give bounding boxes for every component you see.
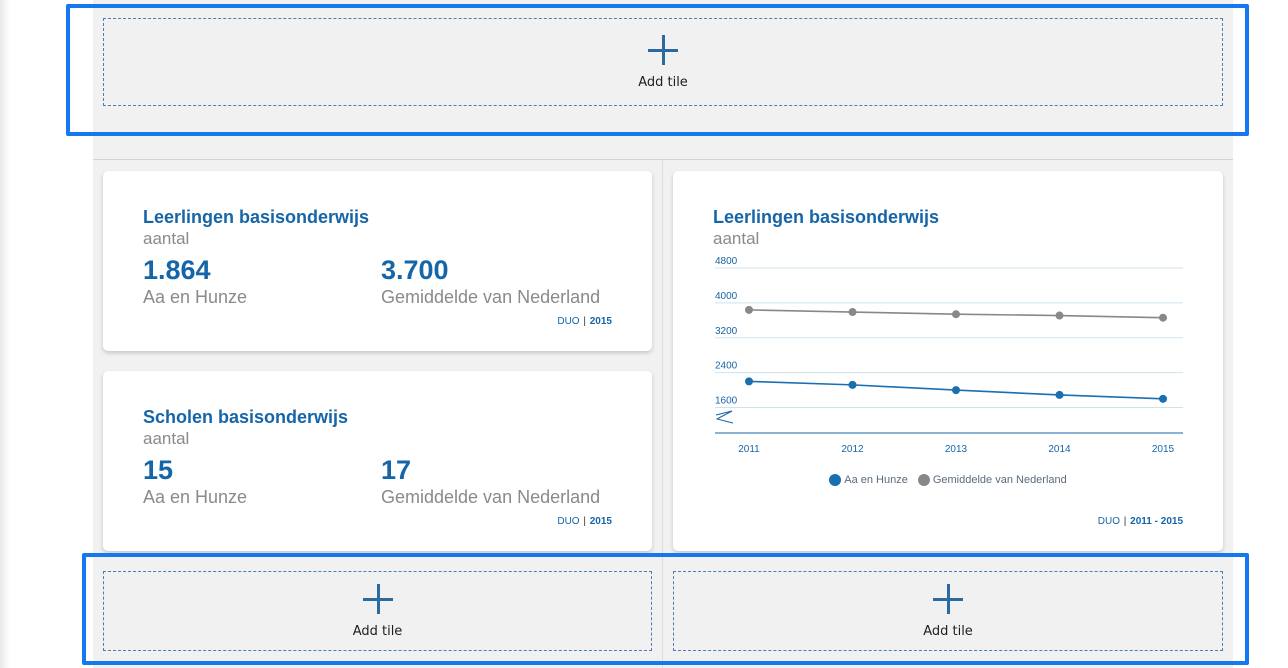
- data-point[interactable]: [1159, 313, 1167, 322]
- tile-chart[interactable]: Leerlingen basisonderwijs aantal 1600 240…: [673, 171, 1223, 551]
- data-point[interactable]: [745, 377, 753, 386]
- national-label: Gemiddelde van Nederland: [381, 487, 601, 507]
- source-period: 2011 - 2015: [1130, 516, 1183, 527]
- legend-label: Aa en Hunze: [844, 474, 908, 486]
- source-name: DUO: [557, 316, 580, 327]
- x-tick-label: 2015: [1152, 444, 1175, 455]
- axis-break-icon: [715, 410, 734, 424]
- national-value: 17: [381, 455, 412, 485]
- source-note: DUO | 2011 - 2015: [1097, 516, 1183, 527]
- legend-item-national[interactable]: Gemiddelde van Nederland: [917, 474, 1067, 486]
- data-point[interactable]: [848, 308, 857, 317]
- data-point[interactable]: [1055, 311, 1064, 320]
- data-point[interactable]: [848, 380, 857, 389]
- source-year: 2015: [589, 516, 612, 527]
- tile-subtitle: aantal: [143, 429, 190, 448]
- y-tick-label: 1600: [715, 396, 738, 407]
- chart-legend: Aa en Hunze Gemiddelde van Nederland: [673, 474, 1223, 486]
- y-tick-label: 2400: [715, 361, 738, 372]
- row-divider: [93, 159, 1233, 160]
- local-value: 1.864: [143, 255, 211, 285]
- x-tick-label: 2012: [841, 444, 864, 455]
- chart-subtitle: aantal: [713, 229, 760, 248]
- add-tile-button-bottom-right[interactable]: Add tile: [673, 571, 1223, 651]
- legend-marker: [917, 474, 930, 486]
- source-year: 2015: [589, 316, 612, 327]
- legend-label: Gemiddelde van Nederland: [932, 474, 1067, 486]
- add-tile-label: Add tile: [638, 74, 688, 90]
- local-label: Aa en Hunze: [143, 287, 248, 307]
- source-name: DUO: [557, 516, 580, 527]
- data-point[interactable]: [1159, 394, 1167, 403]
- tile-students[interactable]: Leerlingen basisonderwijs aantal 1.864 A…: [103, 171, 652, 351]
- tile-title: Scholen basisonderwijs: [143, 407, 349, 427]
- national-label: Gemiddelde van Nederland: [381, 287, 601, 307]
- legend-marker: [829, 474, 842, 486]
- plus-icon: [362, 583, 393, 614]
- add-tile-button-top[interactable]: Add tile: [103, 18, 1223, 106]
- data-point[interactable]: [952, 386, 960, 395]
- column-divider: [662, 160, 663, 668]
- source-note: DUO | 2015: [557, 516, 612, 527]
- legend-item-local[interactable]: Aa en Hunze: [829, 474, 908, 486]
- y-tick-label: 3200: [715, 326, 738, 337]
- tile-title: Leerlingen basisonderwijs: [143, 207, 370, 227]
- plus-icon: [933, 583, 963, 614]
- y-tick-label: 4800: [715, 256, 738, 267]
- source-name: DUO: [1097, 516, 1121, 527]
- plus-icon: [648, 34, 678, 65]
- data-point[interactable]: [745, 305, 753, 314]
- add-tile-label: Add tile: [923, 623, 973, 639]
- add-tile-button-bottom-left[interactable]: Add tile: [103, 571, 652, 651]
- x-tick-label: 2013: [945, 444, 968, 455]
- tile-schools[interactable]: Scholen basisonderwijs aantal 15 Aa en H…: [103, 371, 652, 551]
- tile-subtitle: aantal: [143, 229, 190, 248]
- chart-title: Leerlingen basisonderwijs: [713, 207, 940, 227]
- source-note: DUO | 2015: [557, 316, 612, 327]
- left-panel-edge: [0, 0, 10, 668]
- national-value: 3.700: [381, 255, 449, 285]
- line-chart: 1600 2400 3200 4000 4800 2011 2012 2013 2014 2015: [715, 256, 1183, 455]
- data-point[interactable]: [952, 310, 960, 319]
- add-tile-label: Add tile: [352, 623, 403, 639]
- x-tick-label: 2011: [738, 444, 760, 455]
- local-label: Aa en Hunze: [143, 487, 248, 507]
- local-value: 15: [143, 455, 174, 485]
- x-tick-label: 2014: [1048, 444, 1071, 455]
- data-point[interactable]: [1055, 390, 1064, 399]
- y-tick-label: 4000: [715, 291, 738, 302]
